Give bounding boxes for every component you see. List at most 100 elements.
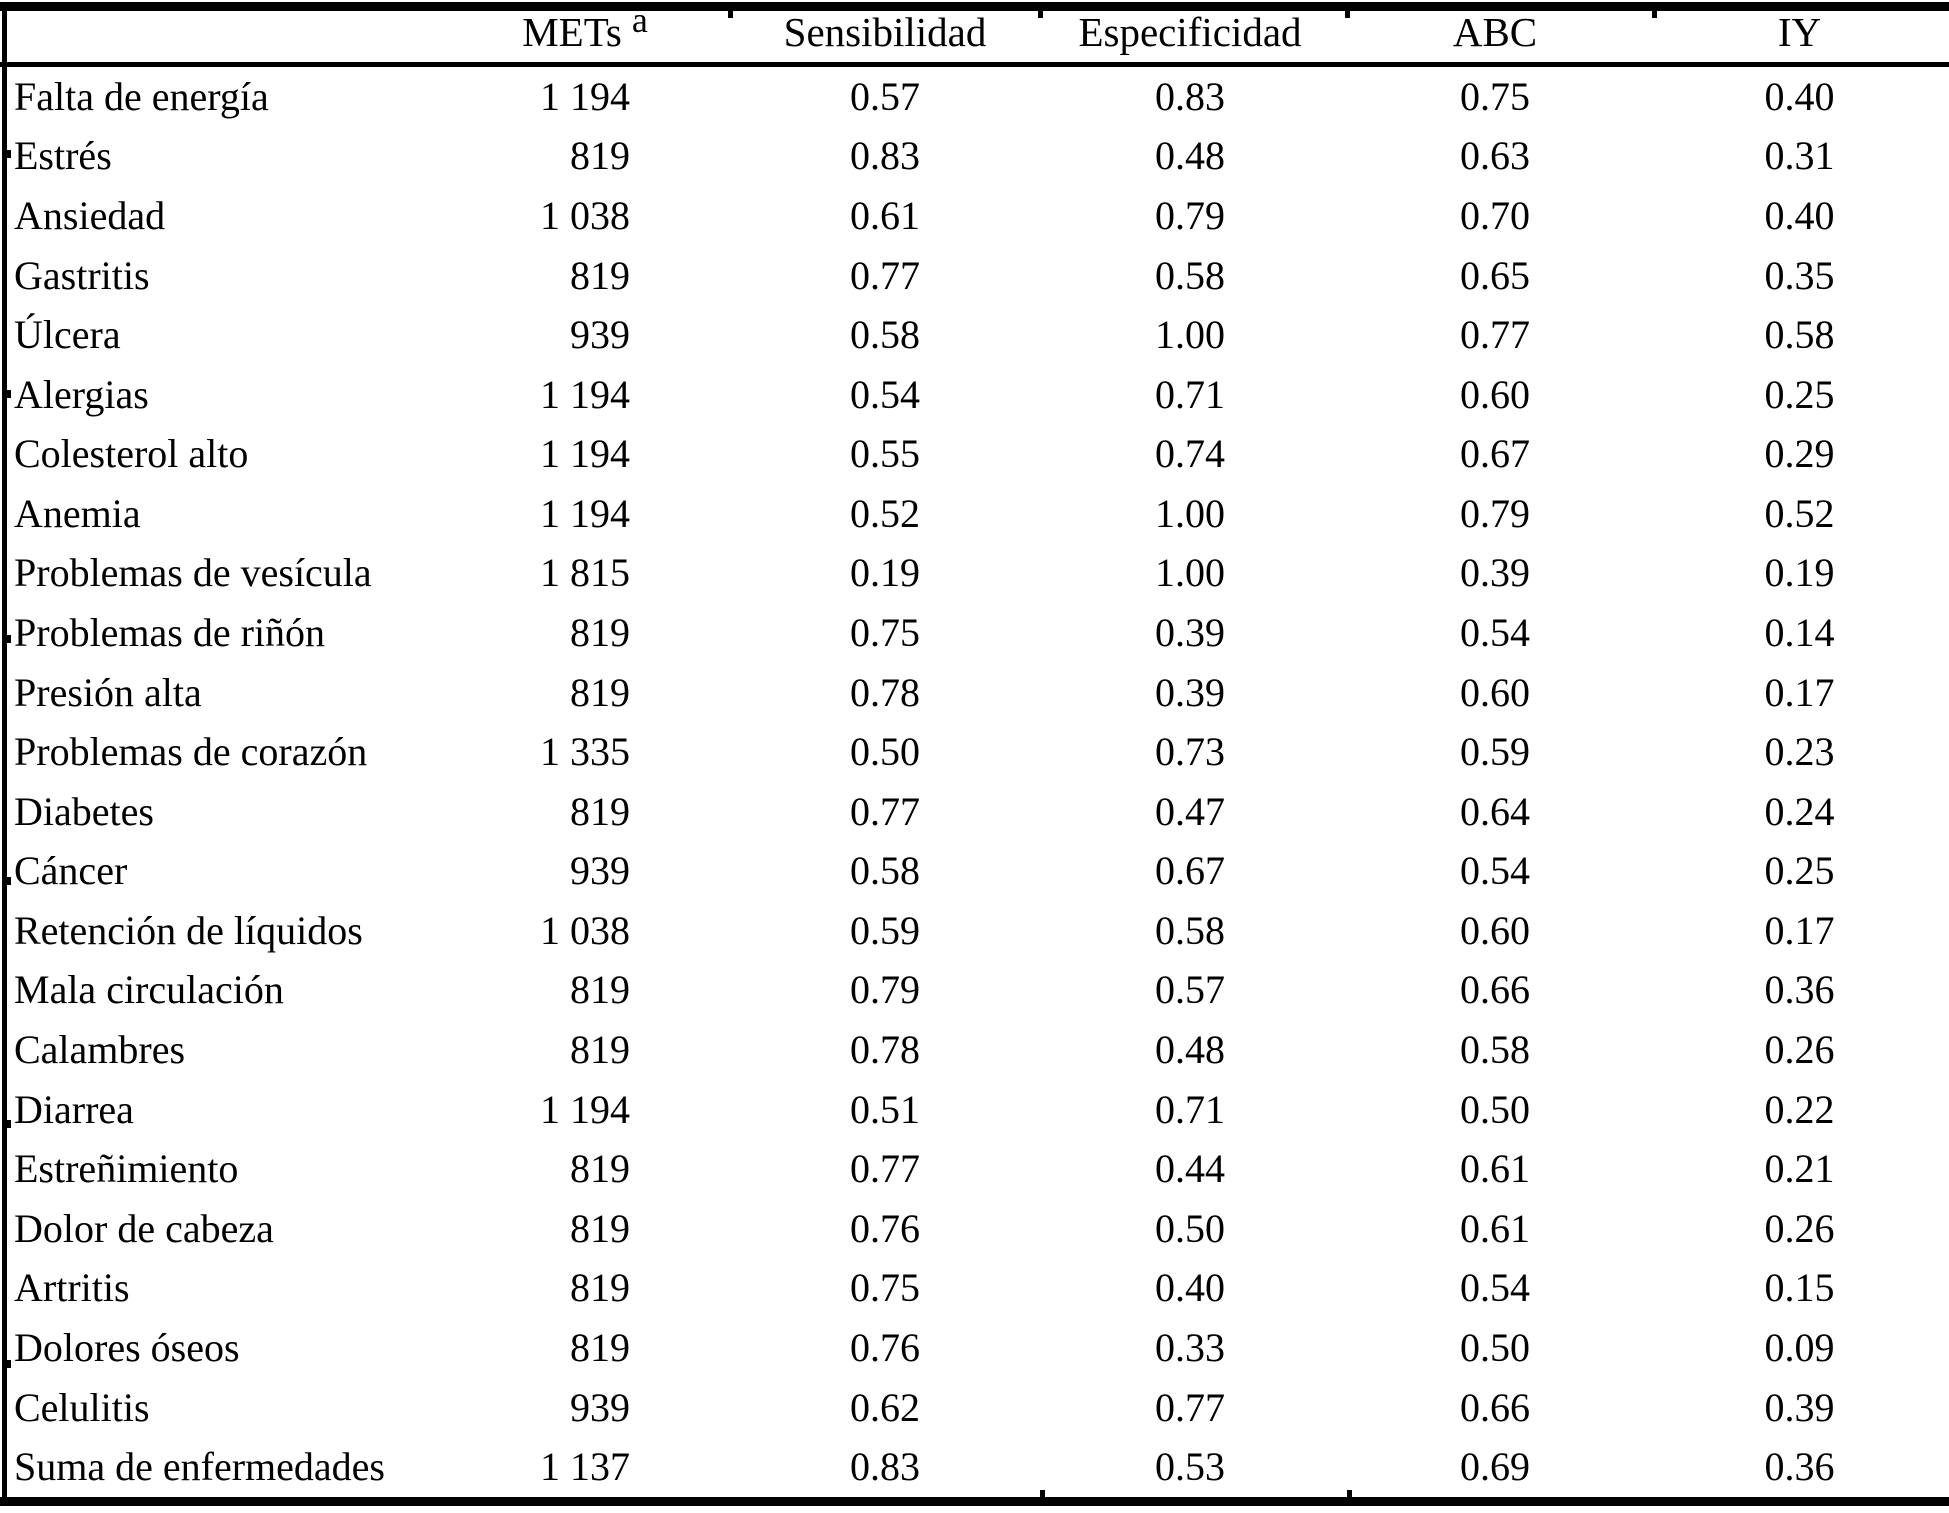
cell-iy: 0.24 xyxy=(1764,788,1835,834)
row-label: Ansiedad xyxy=(14,192,166,238)
cell-iy: 0.09 xyxy=(1764,1324,1835,1370)
cell-mets: 819 xyxy=(570,788,630,834)
cell-mets: 819 xyxy=(570,967,630,1013)
cell-mets: 939 xyxy=(570,1384,630,1430)
cell-especificidad: 0.58 xyxy=(1155,907,1225,953)
cell-mets: 1 194 xyxy=(540,371,630,417)
cell-iy: 0.52 xyxy=(1764,490,1835,536)
cell-abc: 0.58 xyxy=(1460,1027,1530,1073)
cell-abc: 0.61 xyxy=(1460,1146,1530,1192)
cell-mets: 1 335 xyxy=(540,729,630,775)
table-row: Estrés 819 0.83 0.48 0.63 0.31 xyxy=(0,127,1949,187)
cell-sensibilidad: 0.51 xyxy=(850,1086,920,1132)
row-label: Problemas de riñón xyxy=(14,609,326,655)
cell-sensibilidad: 0.76 xyxy=(850,1205,920,1251)
cell-iy: 0.26 xyxy=(1764,1205,1835,1251)
header-bottom-rule xyxy=(0,62,1949,67)
table-row: Calambres 819 0.78 0.48 0.58 0.26 xyxy=(0,1020,1949,1080)
row-label: Calambres xyxy=(14,1027,186,1073)
cell-abc: 0.64 xyxy=(1460,788,1530,834)
row-boundary-tick xyxy=(7,150,11,158)
table-row: Problemas de vesícula 1 815 0.19 1.00 0.39 0.… xyxy=(0,544,1949,604)
table-row: Retención de líquidos 1 038 0.59 0.58 0.60 0.… xyxy=(0,901,1949,961)
row-label: Colesterol alto xyxy=(14,431,249,477)
row-label: Retención de líquidos xyxy=(14,907,363,953)
cell-abc: 0.59 xyxy=(1460,729,1530,775)
cell-sensibilidad: 0.77 xyxy=(850,1146,920,1192)
cell-abc: 0.69 xyxy=(1460,1444,1530,1490)
cell-sensibilidad: 0.76 xyxy=(850,1324,920,1370)
cell-sensibilidad: 0.75 xyxy=(850,609,920,655)
cell-mets: 939 xyxy=(570,312,630,358)
cell-sensibilidad: 0.77 xyxy=(850,252,920,298)
row-label: Falta de energía xyxy=(14,73,269,119)
cell-especificidad: 1.00 xyxy=(1155,550,1225,596)
cell-iy: 0.36 xyxy=(1764,967,1835,1013)
table-row: Estreñimiento 819 0.77 0.44 0.61 0.21 xyxy=(0,1139,1949,1199)
column-header-especificidad: Especificidad xyxy=(1078,8,1302,55)
table-row: Anemia 1 194 0.52 1.00 0.79 0.52 xyxy=(0,484,1949,544)
cell-abc: 0.63 xyxy=(1460,133,1530,179)
cell-especificidad: 1.00 xyxy=(1155,312,1225,358)
cell-especificidad: 0.83 xyxy=(1155,73,1225,119)
cell-mets: 1 137 xyxy=(540,1444,630,1490)
cell-iy: 0.35 xyxy=(1764,252,1835,298)
row-label: Artritis xyxy=(14,1265,130,1311)
cell-abc: 0.66 xyxy=(1460,967,1530,1013)
row-label: Presión alta xyxy=(14,669,202,715)
cell-especificidad: 0.67 xyxy=(1155,848,1225,894)
table-row: Presión alta 819 0.78 0.39 0.60 0.17 xyxy=(0,663,1949,723)
cell-especificidad: 0.39 xyxy=(1155,609,1225,655)
cell-abc: 0.70 xyxy=(1460,192,1530,238)
column-boundary-tick xyxy=(1040,1490,1045,1497)
column-header-abc: ABC xyxy=(1452,8,1538,55)
table-header-row: METs a Sensibilidad Especificidad ABC IY xyxy=(0,0,1949,64)
cell-iy: 0.23 xyxy=(1764,729,1835,775)
cell-sensibilidad: 0.52 xyxy=(850,490,920,536)
cell-abc: 0.50 xyxy=(1460,1324,1530,1370)
cell-sensibilidad: 0.83 xyxy=(850,1444,920,1490)
cell-abc: 0.67 xyxy=(1460,431,1530,477)
column-boundary-tick xyxy=(1345,11,1350,18)
cell-sensibilidad: 0.78 xyxy=(850,1027,920,1073)
row-label: Celulitis xyxy=(14,1384,150,1430)
cell-iy: 0.39 xyxy=(1764,1384,1835,1430)
cell-iy: 0.15 xyxy=(1764,1265,1835,1311)
row-label: Alergias xyxy=(14,371,149,417)
cell-abc: 0.60 xyxy=(1460,907,1530,953)
row-label: Problemas de vesícula xyxy=(14,550,372,596)
row-label: Suma de enfermedades xyxy=(14,1444,385,1490)
cell-sensibilidad: 0.77 xyxy=(850,788,920,834)
table-row: Celulitis 939 0.62 0.77 0.66 0.39 xyxy=(0,1378,1949,1438)
cell-iy: 0.40 xyxy=(1764,192,1835,238)
row-label: Gastritis xyxy=(14,252,150,298)
table-bottom-rule xyxy=(0,1497,1949,1506)
cell-especificidad: 0.47 xyxy=(1155,788,1225,834)
cell-especificidad: 0.53 xyxy=(1155,1444,1225,1490)
row-label: Diabetes xyxy=(14,788,154,834)
cell-abc: 0.50 xyxy=(1460,1086,1530,1132)
table-row: Cáncer 939 0.58 0.67 0.54 0.25 xyxy=(0,842,1949,902)
table-row: Falta de energía 1 194 0.57 0.83 0.75 0.40 xyxy=(0,67,1949,127)
cell-iy: 0.40 xyxy=(1764,73,1835,119)
cell-sensibilidad: 0.54 xyxy=(850,371,920,417)
cell-mets: 819 xyxy=(570,669,630,715)
cell-abc: 0.77 xyxy=(1460,312,1530,358)
cell-iy: 0.31 xyxy=(1764,133,1835,179)
cell-especificidad: 0.74 xyxy=(1155,431,1225,477)
row-label: Diarrea xyxy=(14,1086,134,1132)
cell-especificidad: 0.40 xyxy=(1155,1265,1225,1311)
cell-mets: 1 194 xyxy=(540,73,630,119)
cell-sensibilidad: 0.62 xyxy=(850,1384,920,1430)
cell-especificidad: 0.57 xyxy=(1155,967,1225,1013)
cell-sensibilidad: 0.50 xyxy=(850,729,920,775)
table-row: Dolores óseos 819 0.76 0.33 0.50 0.09 xyxy=(0,1318,1949,1378)
cell-mets: 819 xyxy=(570,133,630,179)
table-row: Colesterol alto 1 194 0.55 0.74 0.67 0.29 xyxy=(0,424,1949,484)
cell-iy: 0.26 xyxy=(1764,1027,1835,1073)
row-label: Anemia xyxy=(14,490,141,536)
column-header-sensibilidad: Sensibilidad xyxy=(783,8,987,55)
row-label: Problemas de corazón xyxy=(14,729,368,775)
row-label: Úlcera xyxy=(14,312,121,358)
cell-especificidad: 0.48 xyxy=(1155,133,1225,179)
